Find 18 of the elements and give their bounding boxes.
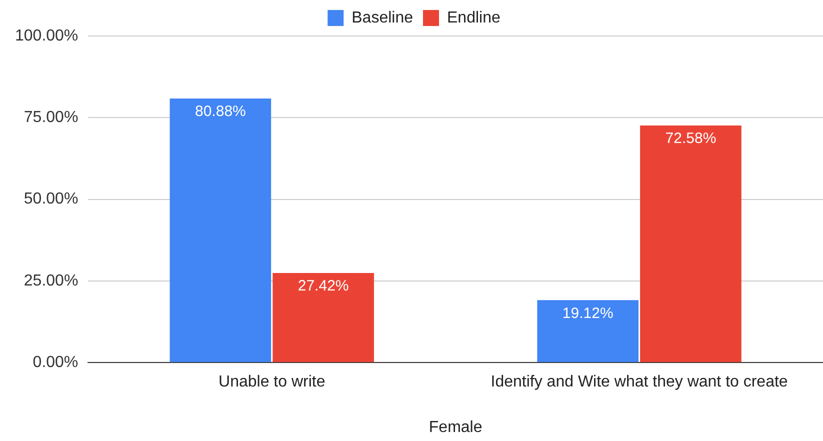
y-tick-label: 100.00% xyxy=(14,27,78,44)
data-label: 27.42% xyxy=(298,278,349,295)
y-tick-label: 25.00% xyxy=(24,272,78,290)
legend-label: Endline xyxy=(447,9,500,26)
bar xyxy=(640,126,742,362)
bar xyxy=(537,300,639,362)
y-tick-label: 50.00% xyxy=(24,190,78,208)
x-axis-title: Female xyxy=(428,418,482,436)
legend-label: Baseline xyxy=(352,9,414,26)
data-label: 72.58% xyxy=(665,130,716,148)
bar xyxy=(272,273,374,362)
x-tick-label: Identify and Wite what they want to create xyxy=(490,374,788,391)
y-tick-label: 0.00% xyxy=(32,354,78,372)
data-label: 80.88% xyxy=(194,103,246,120)
bar xyxy=(170,98,272,362)
data-label: 19.12% xyxy=(562,304,614,322)
y-tick-label: 75.00% xyxy=(24,109,78,126)
x-tick-label: Unable to write xyxy=(218,374,326,391)
